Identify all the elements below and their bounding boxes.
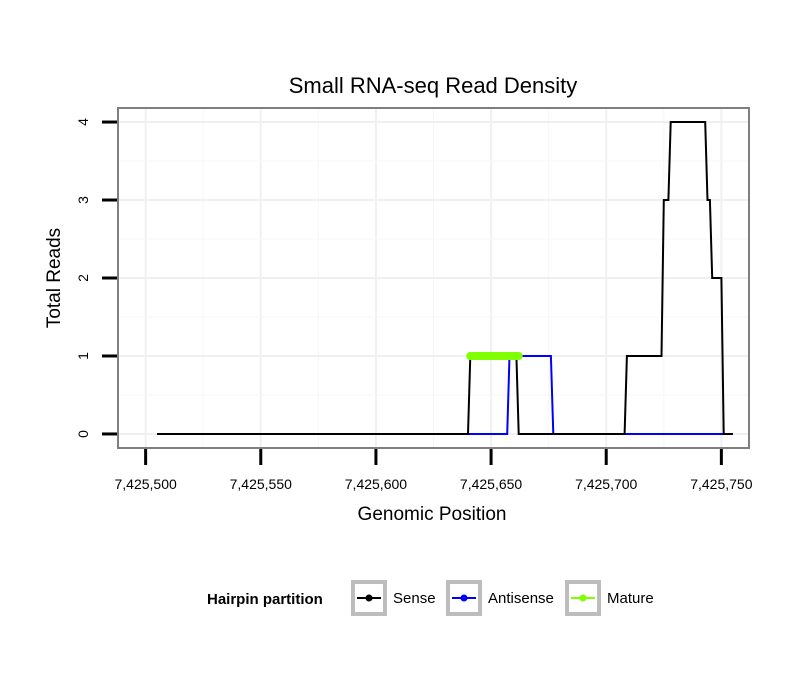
y-tick-label: 2 xyxy=(75,274,91,282)
y-tick-label: 3 xyxy=(75,196,91,204)
y-axis-title: Total Reads xyxy=(44,228,65,328)
chart-title: Small RNA-seq Read Density xyxy=(289,73,578,98)
x-axis-title: Genomic Position xyxy=(358,504,507,525)
y-tick-label: 0 xyxy=(75,430,91,438)
legend: Hairpin partition Sense Antisense Mature xyxy=(207,580,654,616)
y-tick-label: 4 xyxy=(75,118,91,126)
legend-key-dot xyxy=(579,594,587,602)
legend-label: Antisense xyxy=(488,590,554,607)
x-tick-label: 7,425,750 xyxy=(690,476,752,492)
legend-key-dot xyxy=(365,594,373,602)
grid xyxy=(118,108,749,448)
x-tick-label: 7,425,700 xyxy=(575,476,637,492)
x-tick-label: 7,425,650 xyxy=(460,476,522,492)
plot-border xyxy=(117,107,750,449)
x-tick-label: 7,425,600 xyxy=(345,476,407,492)
legend-title: Hairpin partition xyxy=(207,591,323,608)
legend-label: Sense xyxy=(393,590,436,607)
series-layer xyxy=(157,121,733,435)
legend-label: Mature xyxy=(607,590,654,607)
x-tick-label: 7,425,550 xyxy=(230,476,292,492)
y-tick-label: 1 xyxy=(75,352,91,360)
y-axis: 0 1 2 3 4 xyxy=(75,118,117,438)
legend-key-dot xyxy=(460,594,468,602)
x-axis: 7,425,500 7,425,550 7,425,600 7,425,650 7,42… xyxy=(114,449,753,492)
x-tick-label: 7,425,500 xyxy=(114,476,176,492)
